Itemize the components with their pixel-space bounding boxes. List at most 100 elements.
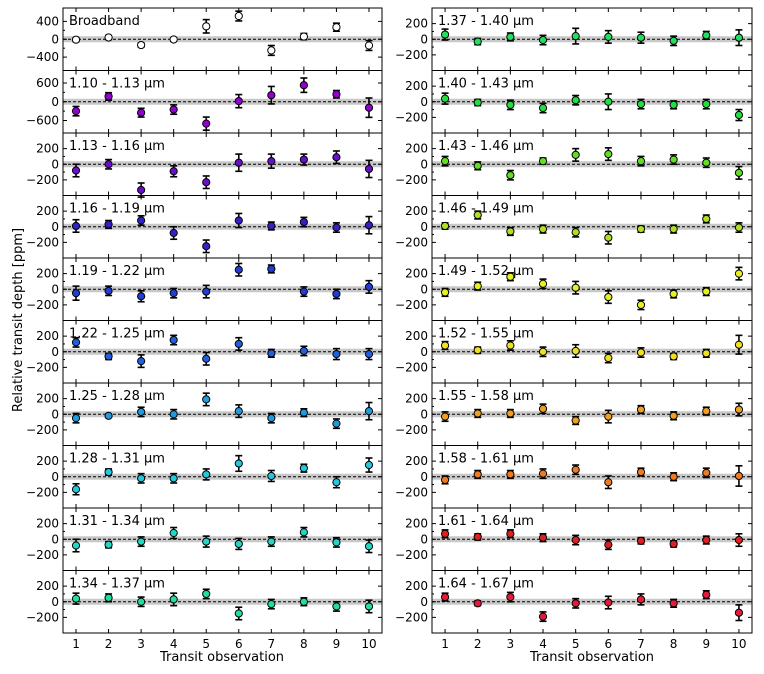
data-point [734, 604, 744, 622]
data-point [440, 529, 450, 539]
data-marker [669, 289, 678, 299]
data-marker [473, 161, 482, 170]
data-marker [202, 395, 211, 404]
y-tick-label: 200 [36, 142, 59, 156]
data-point [604, 352, 613, 364]
data-point [104, 593, 113, 603]
data-point [506, 408, 515, 419]
data-point [202, 116, 211, 131]
data-marker [104, 286, 113, 295]
data-point [702, 157, 711, 169]
data-point [169, 225, 178, 241]
data-marker [702, 590, 711, 599]
y-tick-label: −200 [395, 548, 428, 562]
data-marker [571, 599, 580, 608]
data-point [234, 606, 243, 621]
data-marker [473, 37, 482, 46]
data-point [332, 22, 341, 33]
y-tick-label: 0 [420, 95, 428, 109]
data-marker [702, 158, 711, 167]
data-point [234, 262, 243, 277]
data-marker [299, 528, 308, 537]
data-point [473, 532, 482, 542]
data-marker [702, 535, 711, 545]
data-marker [104, 220, 113, 229]
x-tick-label: 5 [202, 637, 210, 651]
data-marker [734, 608, 744, 617]
data-point [364, 97, 374, 119]
y-tick-label: 0 [51, 32, 59, 46]
data-marker [202, 470, 211, 479]
y-tick-label: 0 [51, 220, 59, 234]
data-marker [332, 419, 341, 428]
data-marker [71, 414, 81, 423]
data-marker [364, 349, 374, 359]
data-marker [169, 410, 178, 419]
panel-frame [62, 570, 383, 634]
panel-label: 1.28 - 1.31 μm [69, 452, 165, 467]
data-marker [571, 535, 580, 545]
data-marker [440, 288, 450, 297]
data-marker [234, 609, 243, 618]
data-point [538, 468, 548, 480]
x-tick-label: 8 [300, 637, 308, 651]
y-tick-label: −200 [26, 360, 59, 374]
data-marker [332, 602, 341, 611]
data-point [506, 226, 515, 237]
zero-band [63, 348, 382, 355]
data-marker [538, 103, 548, 113]
y-tick-label: 200 [405, 517, 428, 531]
data-point [734, 108, 744, 122]
y-tick-label: 200 [405, 267, 428, 281]
data-point [604, 230, 613, 245]
y-tick-label: 600 [36, 76, 59, 90]
data-marker [669, 100, 678, 109]
data-point [332, 475, 341, 489]
data-point [538, 611, 548, 623]
data-point [299, 597, 308, 607]
x-tick-label: 6 [605, 637, 613, 651]
data-point [71, 336, 81, 348]
panel-label: 1.58 - 1.61 μm [438, 452, 534, 467]
data-point [669, 352, 678, 361]
data-point [636, 155, 646, 167]
data-point [734, 29, 744, 47]
y-tick-label: 0 [51, 532, 59, 546]
data-point [669, 224, 678, 234]
data-marker [669, 155, 678, 164]
data-marker [202, 178, 211, 187]
data-point [104, 352, 113, 361]
data-point [734, 465, 744, 487]
data-point [202, 535, 211, 548]
data-point [571, 147, 580, 162]
y-tick-label: 200 [36, 392, 59, 406]
data-marker [332, 153, 341, 162]
panel-label: 1.46 - 1.49 μm [438, 202, 534, 217]
data-marker [299, 32, 308, 41]
data-marker [506, 171, 515, 180]
y-tick-label: −200 [395, 423, 428, 437]
data-marker [571, 32, 580, 41]
data-marker [267, 471, 276, 481]
data-point [169, 165, 178, 178]
data-marker [137, 216, 146, 225]
data-marker [506, 341, 515, 350]
x-tick-label: 3 [507, 637, 515, 651]
panel-label: 1.31 - 1.34 μm [69, 514, 165, 529]
data-point [137, 472, 146, 484]
data-marker [636, 405, 646, 414]
data-point [571, 343, 580, 359]
x-tick-label: 7 [268, 637, 276, 651]
zero-band [63, 286, 382, 293]
x-tick-label: 7 [637, 637, 645, 651]
data-point [440, 92, 450, 105]
x-tick-label: 9 [333, 637, 341, 651]
data-marker [169, 167, 178, 176]
data-point [702, 98, 711, 110]
